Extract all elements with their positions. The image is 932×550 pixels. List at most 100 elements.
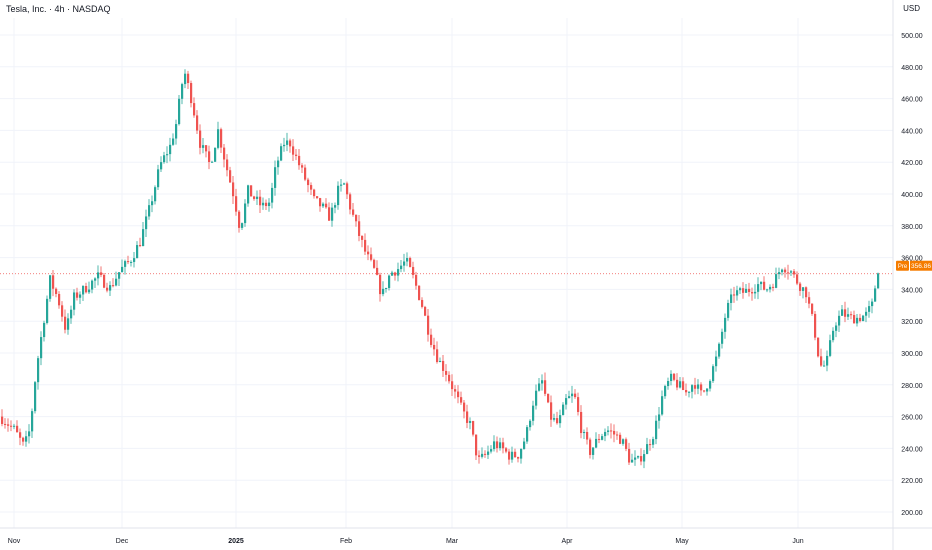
candle-body (535, 390, 538, 406)
candle-body (229, 170, 232, 183)
candle-body (331, 207, 334, 221)
candle-body (472, 421, 475, 435)
candle-body (664, 386, 667, 397)
candle-body (133, 258, 136, 262)
candle-body (103, 274, 106, 288)
candle-body (322, 203, 325, 207)
candle-body (64, 316, 67, 330)
candle-body (574, 393, 577, 398)
y-tick-label: 260.00 (901, 415, 923, 422)
candle-body (526, 427, 529, 442)
candle-body (379, 274, 382, 295)
candle-body (799, 283, 802, 291)
y-tick-label: 220.00 (901, 478, 923, 485)
candle-body (247, 185, 250, 204)
candle-body (259, 196, 262, 206)
candle-body (658, 414, 661, 421)
candle-body (697, 384, 700, 389)
y-tick-label: 280.00 (901, 383, 923, 390)
candle-body (583, 431, 586, 434)
candle-body (754, 291, 757, 294)
candle-body (469, 421, 472, 423)
candle-body (268, 202, 271, 207)
candle-body (544, 380, 547, 394)
candle-body (733, 294, 736, 296)
candle-body (856, 317, 859, 324)
candle-body (616, 434, 619, 436)
candle-body (853, 315, 856, 324)
candle-body (34, 382, 37, 412)
candle-body (298, 155, 301, 166)
candle-body (145, 216, 148, 230)
candle-body (694, 385, 697, 389)
candle-body (202, 145, 205, 148)
candle-body (304, 167, 307, 180)
chart-title: Tesla, Inc. · 4h · NASDAQ (6, 4, 111, 14)
candle-body (670, 373, 673, 382)
candle-body (781, 269, 784, 273)
candle-body (421, 299, 424, 307)
candle-body (667, 381, 670, 387)
candle-body (205, 145, 208, 152)
candle-body (130, 261, 133, 263)
candle-body (274, 167, 277, 188)
candle-body (238, 211, 241, 228)
candle-body (307, 179, 310, 186)
candle-body (547, 393, 550, 403)
candle-body (589, 439, 592, 455)
candle-body (265, 202, 268, 207)
candle-body (652, 439, 655, 445)
candle-body (745, 288, 748, 293)
candle-body (559, 415, 562, 424)
candle-body (190, 83, 193, 104)
candle-body (685, 390, 688, 393)
candle-body (646, 444, 649, 455)
candle-body (70, 309, 73, 319)
candle-body (397, 269, 400, 276)
candle-body (787, 272, 790, 274)
candle-body (208, 151, 211, 163)
candle-body (841, 309, 844, 316)
candle-body (739, 288, 742, 291)
candle-body (163, 155, 166, 163)
candle-body (451, 381, 454, 390)
candle-body (13, 425, 16, 427)
candle-body (217, 129, 220, 148)
candle-body (46, 298, 49, 323)
candle-body (817, 337, 820, 357)
candle-body (529, 420, 532, 428)
candle-body (118, 272, 121, 279)
candle-body (412, 266, 415, 275)
x-tick-label: Jun (792, 538, 803, 545)
candle-body (757, 284, 760, 292)
candle-body (403, 261, 406, 266)
candle-body (829, 340, 832, 356)
candle-body (631, 459, 634, 463)
candle-body (775, 274, 778, 288)
candle-body (178, 98, 181, 125)
y-tick-label: 200.00 (901, 510, 923, 517)
y-tick-label: 420.00 (901, 160, 923, 167)
x-tick-label: May (675, 538, 689, 545)
candle-body (460, 397, 463, 403)
candle-body (313, 189, 316, 197)
candle-body (847, 314, 850, 317)
candle-body (610, 430, 613, 432)
candle-body (223, 147, 226, 160)
candle-body (844, 309, 847, 317)
candle-body (67, 318, 70, 330)
candle-body (58, 294, 61, 306)
candle-body (877, 273, 880, 289)
candle-body (661, 396, 664, 415)
candle-body (1, 416, 4, 424)
candle-body (61, 305, 64, 317)
candle-body (193, 103, 196, 116)
candle-body (256, 196, 259, 199)
candle-body (625, 439, 628, 449)
candle-body (613, 430, 616, 435)
candle-body (250, 185, 253, 197)
candle-body (370, 254, 373, 260)
candle-body (382, 288, 385, 295)
candle-body (31, 411, 34, 432)
